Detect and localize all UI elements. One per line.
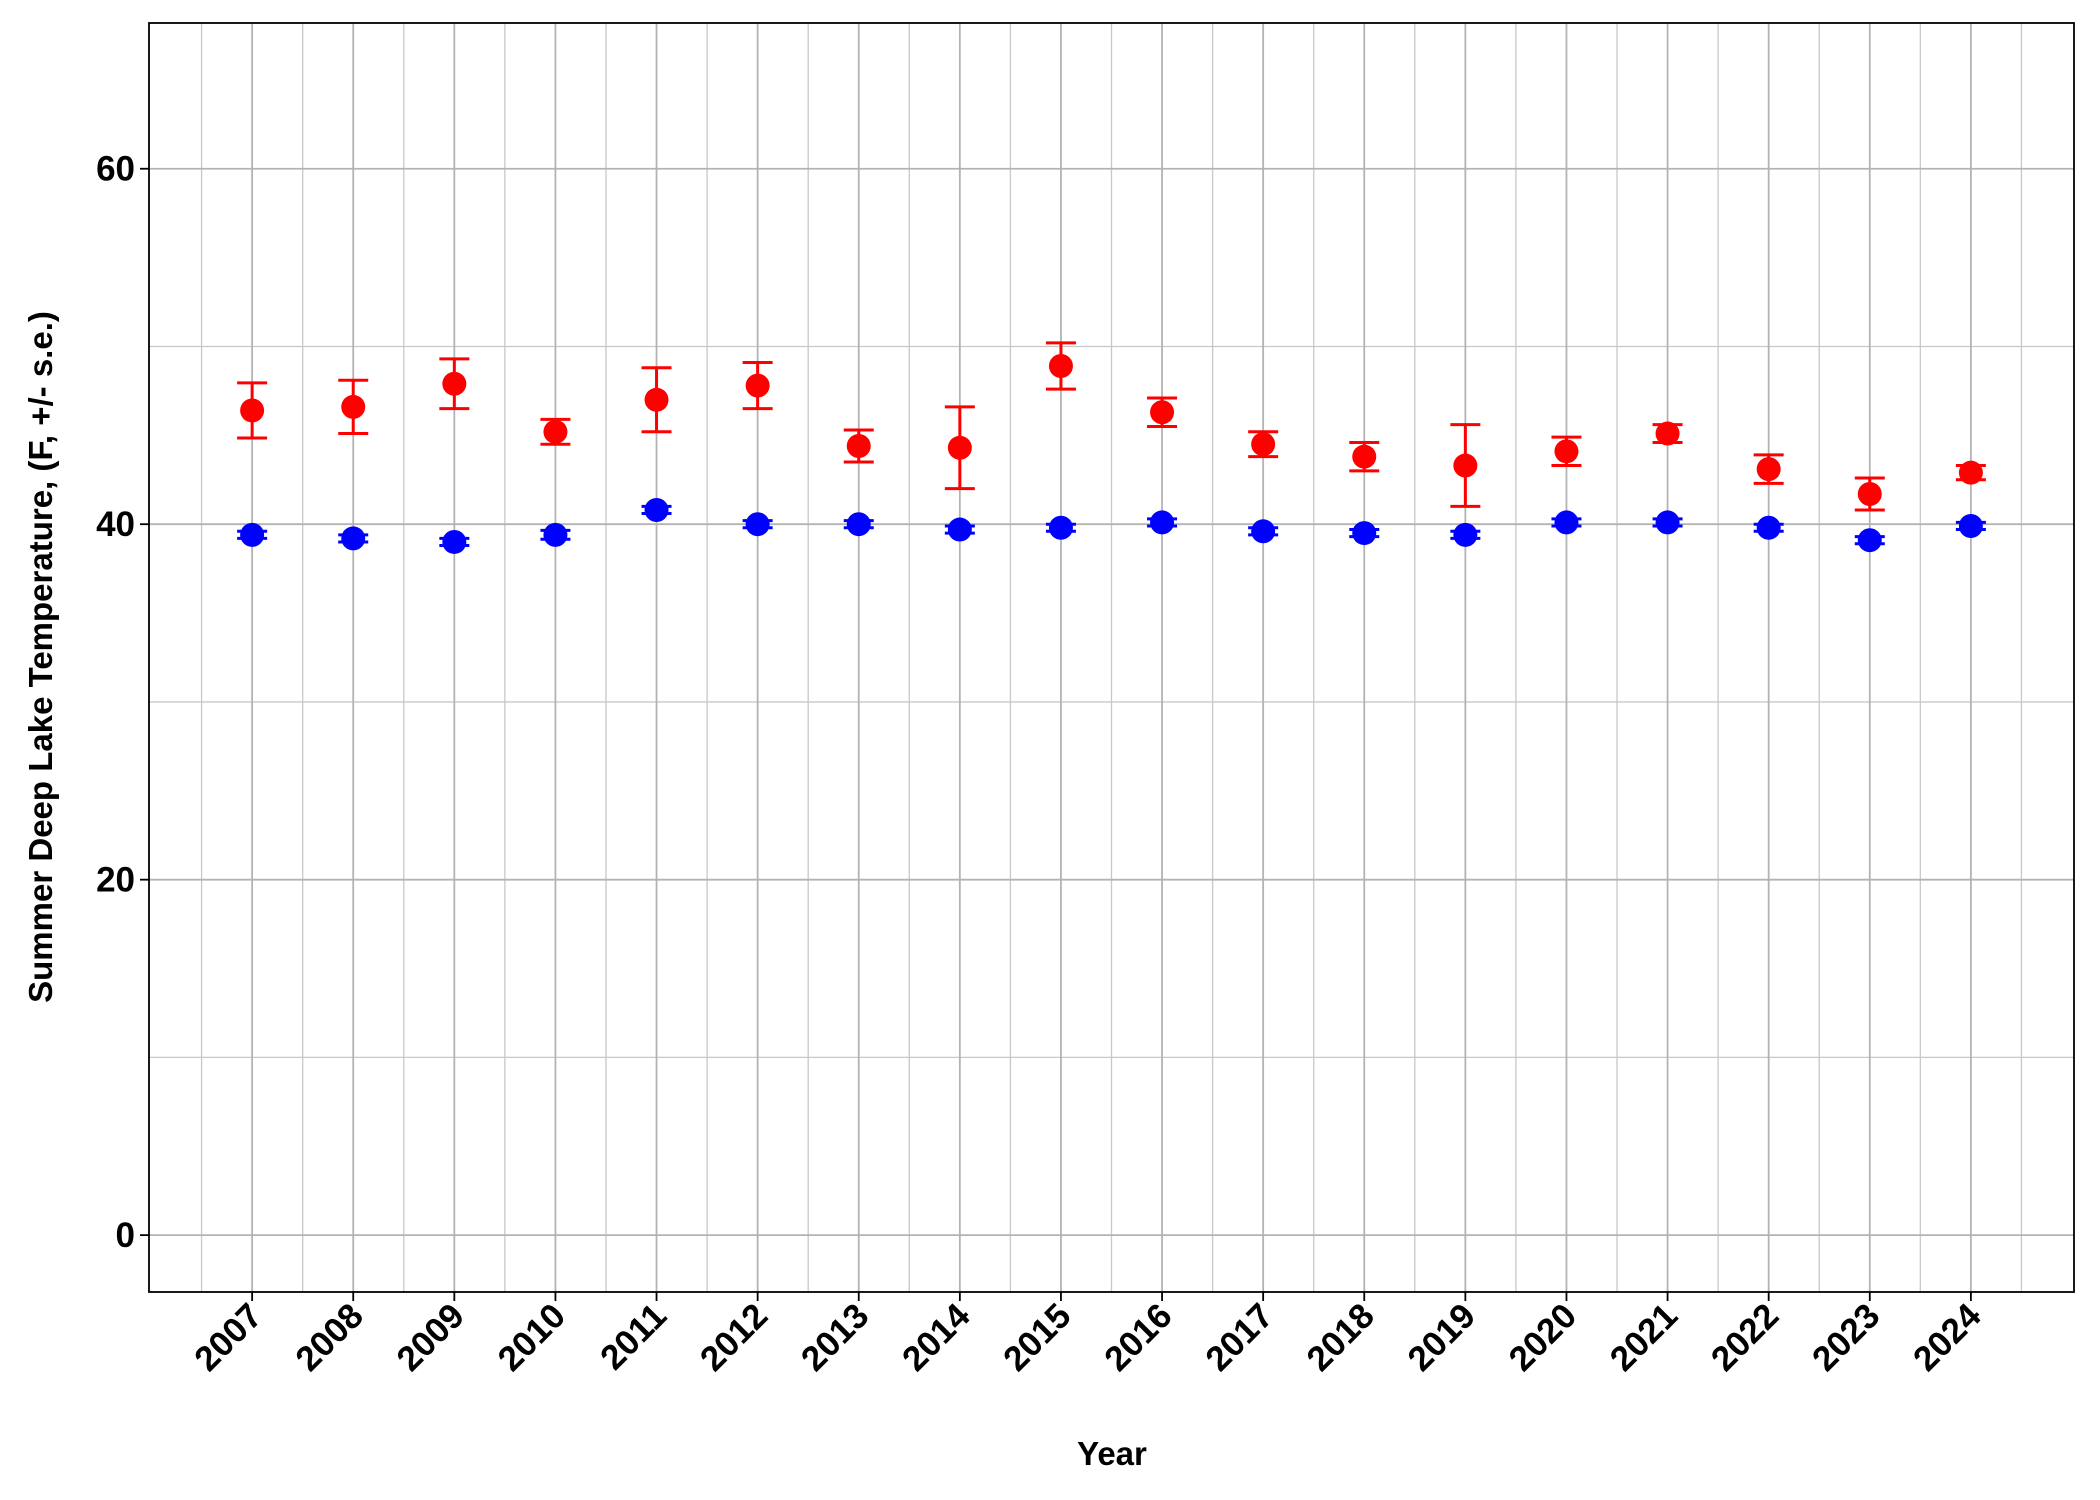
- x-tick-label: 2020: [1501, 1296, 1584, 1379]
- y-tick-label: 60: [96, 150, 135, 189]
- point: [1251, 519, 1276, 544]
- point: [1958, 513, 1983, 538]
- point: [1655, 421, 1680, 446]
- point: [846, 434, 871, 458]
- point: [1756, 457, 1781, 482]
- point: [1453, 453, 1478, 478]
- x-tick-label: 2012: [693, 1296, 776, 1379]
- point: [1453, 522, 1478, 547]
- point: [341, 394, 366, 419]
- x-tick-label: 2009: [389, 1296, 472, 1379]
- x-tick-label: 2016: [1097, 1296, 1180, 1379]
- x-tick-label: 2024: [1906, 1296, 1989, 1379]
- point: [1150, 400, 1175, 425]
- point: [1048, 515, 1073, 540]
- x-tick-label: 2007: [187, 1296, 270, 1379]
- point: [341, 526, 366, 551]
- y-axis-label: Summer Deep Lake Temperature, (F, +/- s.…: [22, 311, 59, 1003]
- point: [745, 512, 770, 537]
- point: [442, 371, 467, 396]
- point: [947, 435, 972, 460]
- point: [745, 373, 770, 398]
- x-tick-label: 2022: [1704, 1296, 1787, 1379]
- point: [846, 512, 871, 537]
- point: [1756, 515, 1781, 540]
- point: [543, 419, 568, 444]
- x-tick-label: 2014: [895, 1296, 978, 1379]
- point: [240, 398, 265, 423]
- y-tick-label: 20: [96, 861, 135, 900]
- point: [644, 497, 669, 522]
- x-tick-label: 2021: [1603, 1296, 1686, 1379]
- point: [644, 387, 669, 412]
- point: [947, 517, 972, 542]
- point: [240, 522, 265, 547]
- point: [1857, 481, 1882, 506]
- point: [1352, 444, 1377, 469]
- x-tick-label: 2019: [1400, 1296, 1483, 1379]
- x-tick-label: 2013: [794, 1296, 877, 1379]
- x-axis-label: Year: [1077, 1435, 1147, 1472]
- x-tick-label: 2018: [1299, 1296, 1382, 1379]
- point: [1554, 439, 1579, 464]
- x-tick-label: 2008: [288, 1296, 371, 1379]
- point: [1251, 432, 1276, 457]
- point: [1857, 528, 1882, 553]
- x-tick-label: 2010: [490, 1296, 573, 1379]
- point: [442, 529, 467, 554]
- point: [1150, 510, 1175, 535]
- y-tick-label: 0: [116, 1216, 135, 1255]
- panel-border: [148, 22, 2075, 1293]
- x-tick-label: 2011: [593, 1296, 674, 1377]
- point: [543, 522, 568, 547]
- point: [1958, 460, 1983, 485]
- point: [1655, 510, 1680, 535]
- point: [1048, 354, 1073, 379]
- x-tick-label: 2017: [1198, 1296, 1281, 1379]
- y-tick-label: 40: [96, 505, 135, 544]
- x-tick-label: 2015: [996, 1296, 1079, 1379]
- point: [1554, 510, 1579, 535]
- x-tick-label: 2023: [1805, 1296, 1888, 1379]
- point: [1352, 521, 1377, 546]
